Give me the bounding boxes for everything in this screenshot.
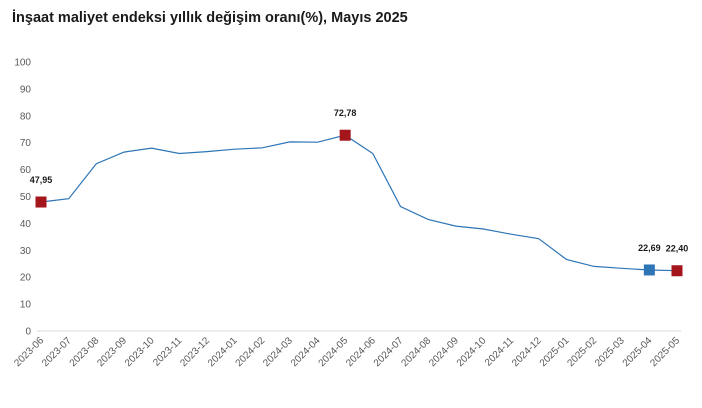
chart-title: İnşaat maliyet endeksi yıllık değişim or… (12, 10, 408, 26)
x-tick-label: 2023-10 (123, 335, 157, 369)
data-point-marker (35, 196, 47, 208)
data-point-marker (339, 129, 351, 141)
y-tick-label: 100 (14, 58, 31, 69)
data-label: 72,78 (334, 108, 357, 118)
x-tick-label: 2025-05 (648, 335, 682, 369)
y-tick-label: 70 (20, 138, 32, 149)
data-point-marker (643, 264, 655, 276)
data-label: 22,69 (638, 243, 661, 253)
y-tick-label: 10 (20, 300, 32, 311)
y-tick-label: 30 (20, 246, 32, 257)
y-tick-label: 90 (20, 84, 32, 95)
data-label: 22,40 (666, 244, 689, 254)
data-point-marker (671, 265, 683, 277)
y-tick-label: 20 (20, 273, 32, 284)
y-tick-label: 0 (25, 327, 31, 338)
y-tick-label: 40 (20, 219, 32, 230)
data-label: 47,95 (30, 175, 53, 185)
y-tick-label: 60 (20, 165, 32, 176)
y-tick-label: 80 (20, 111, 32, 122)
x-tick-label: 2024-10 (455, 335, 489, 369)
series-line (40, 134, 678, 272)
y-tick-label: 50 (20, 192, 32, 203)
